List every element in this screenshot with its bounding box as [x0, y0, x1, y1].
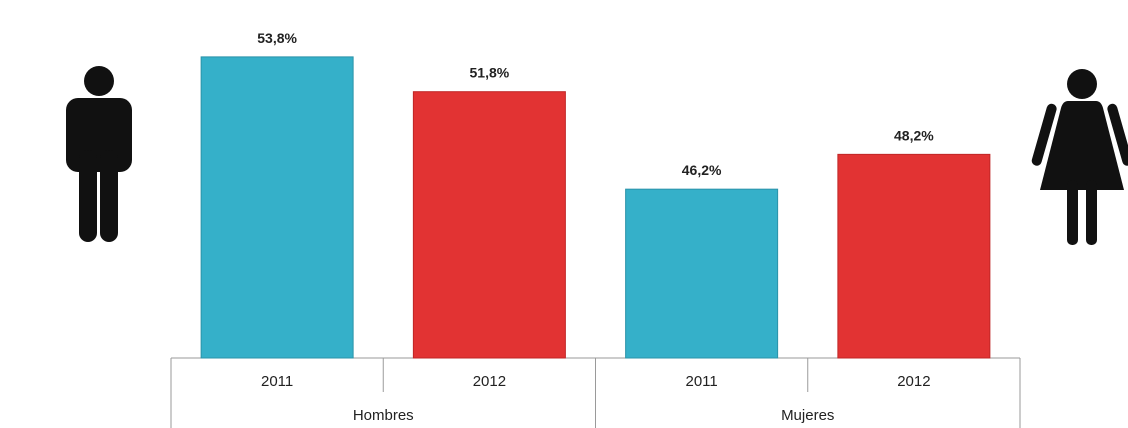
man-icon — [66, 66, 132, 242]
woman-icon — [1031, 69, 1128, 245]
bar-mujeres-2012 — [837, 153, 991, 359]
bar-mujeres-2011 — [625, 188, 779, 359]
group-label: Mujeres — [781, 407, 834, 424]
tick-label: 2012 — [473, 373, 506, 390]
data-label: 51,8% — [470, 65, 510, 81]
tick-label: 2011 — [685, 373, 717, 390]
tick-label: 2011 — [261, 373, 293, 390]
bar-hombres-2011 — [200, 56, 354, 359]
data-label: 46,2% — [682, 162, 722, 178]
tick-label: 2012 — [897, 373, 930, 390]
bar-hombres-2012 — [412, 91, 566, 359]
data-label: 48,2% — [894, 127, 934, 143]
data-label: 53,8% — [257, 30, 297, 46]
group-label: Hombres — [353, 407, 414, 424]
